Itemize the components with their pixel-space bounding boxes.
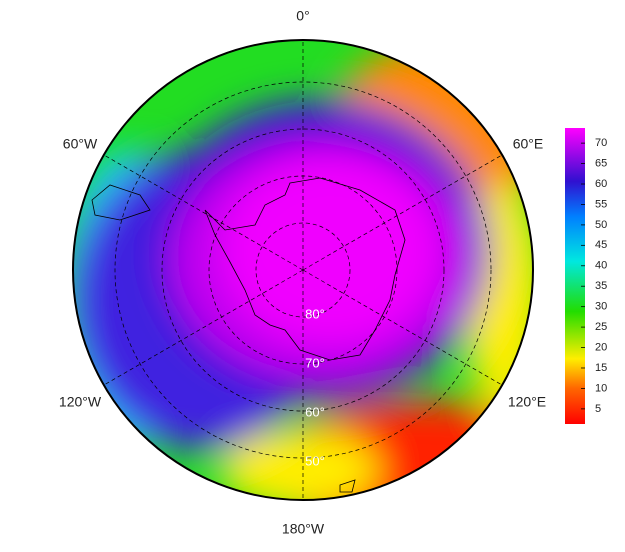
coastline [91,177,406,493]
colorbar-tick-label: 55 [595,198,607,210]
colorbar-tick-label: 65 [595,157,607,169]
longitude-label: 0° [296,8,309,24]
map-border [72,39,534,501]
colorbar-tick-label: 30 [595,301,607,313]
longitude-label: 120°W [59,394,102,410]
latitude-label: 60° [305,404,325,419]
colorbar-tick-label: 10 [595,382,607,394]
longitude-label: 60°E [513,136,544,152]
colorbar [565,128,585,424]
colorbar-tick-label: 60 [595,178,607,190]
colorbar-tick-label: 50 [595,219,607,231]
longitude-label: 60°W [63,136,98,152]
latitude-label: 80° [305,306,325,321]
colorbar-tick-label: 20 [595,341,607,353]
latitude-label: 70° [305,355,325,370]
colorbar-tick-label: 5 [595,403,601,415]
graticule [103,40,503,500]
colorbar-tick-label: 25 [595,321,607,333]
colorbar-tick-label: 35 [595,280,607,292]
longitude-label: 180°W [282,521,325,537]
longitude-label: 120°E [508,394,546,410]
colorbar-tick-label: 45 [595,239,607,251]
colorbar-tick-label: 40 [595,260,607,272]
latitude-label: 50° [305,453,325,468]
colorbar-tick-label: 70 [595,137,607,149]
colorbar-tick-label: 15 [595,362,607,374]
